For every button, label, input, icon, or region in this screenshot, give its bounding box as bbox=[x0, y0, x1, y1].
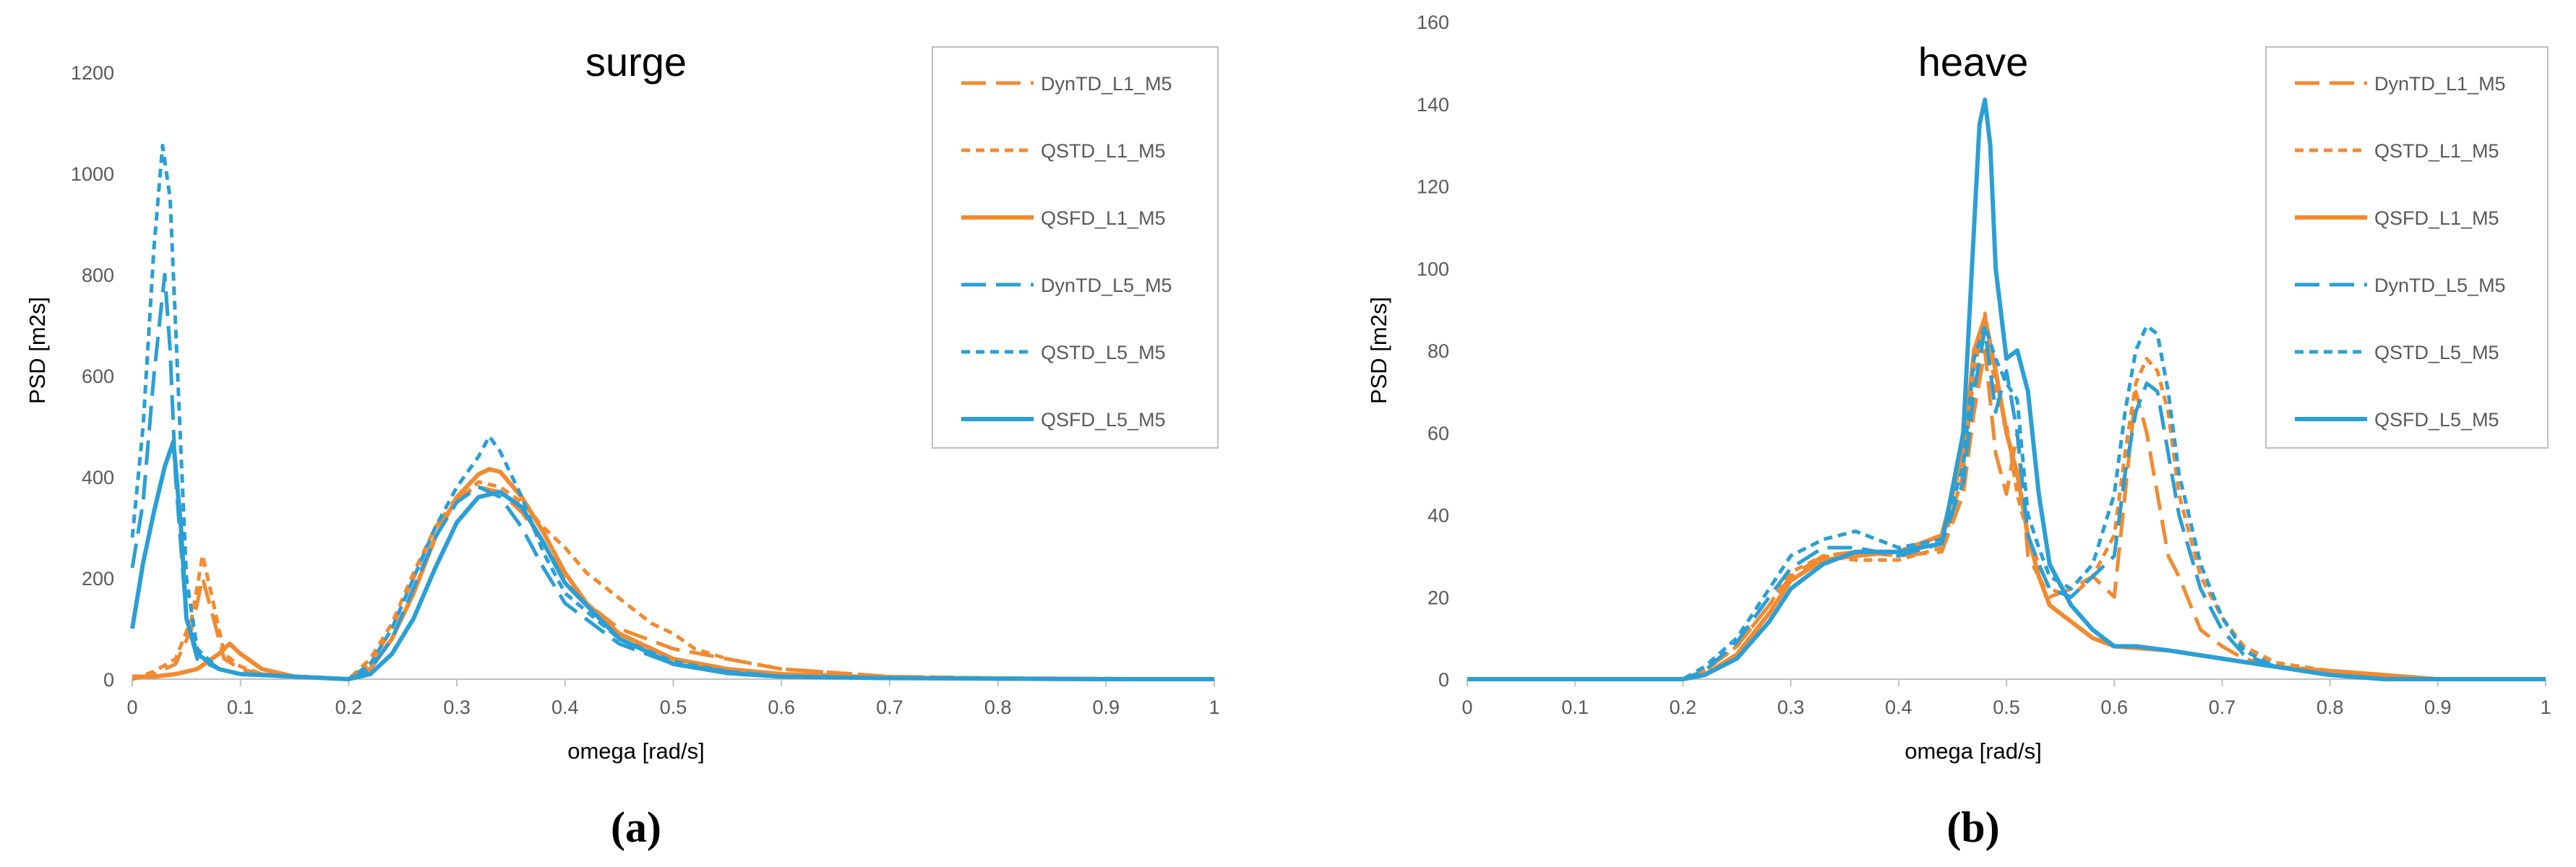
x-axis-label: omega [rad/s] bbox=[1905, 738, 2042, 764]
x-tick-label: 1 bbox=[1208, 696, 1219, 718]
legend-label: DynTD_L1_M5 bbox=[2374, 73, 2506, 95]
legend-box bbox=[932, 46, 1219, 449]
legend-label: QSFD_L5_M5 bbox=[2374, 409, 2499, 431]
y-tick-label: 0 bbox=[103, 669, 114, 691]
legend-label: QSTD_L1_M5 bbox=[1041, 140, 1166, 162]
x-tick-label: 0.4 bbox=[1885, 696, 1912, 718]
x-axis-label: omega [rad/s] bbox=[567, 738, 705, 764]
legend-label: QSFD_L1_M5 bbox=[2374, 207, 2499, 229]
y-tick-label: 140 bbox=[1417, 94, 1449, 116]
x-tick-label: 0.6 bbox=[768, 696, 795, 718]
series-line-DynTD_L5_M5 bbox=[1467, 328, 2546, 681]
series-line-QSFD_L1_M5 bbox=[132, 467, 1214, 681]
y-tick-label: 0 bbox=[1438, 669, 1449, 691]
y-tick-label: 60 bbox=[1427, 423, 1449, 444]
series-line-QSFD_L5_M5 bbox=[1467, 98, 2546, 681]
y-tick-label: 800 bbox=[82, 264, 114, 286]
series-line-DynTD_L5_M5 bbox=[130, 272, 1214, 681]
x-tick-label: 0 bbox=[1461, 696, 1472, 718]
legend-label: QSFD_L1_M5 bbox=[1041, 207, 1166, 229]
x-tick-label: 0.2 bbox=[1670, 696, 1697, 718]
x-tick-label: 0.3 bbox=[443, 696, 471, 718]
x-tick-label: 0.4 bbox=[551, 696, 579, 718]
y-tick-label: 400 bbox=[82, 467, 114, 488]
x-tick-label: 0.1 bbox=[227, 696, 254, 718]
y-tick-label: 80 bbox=[1427, 340, 1449, 362]
y-tick-label: 1000 bbox=[71, 163, 114, 185]
legend-label: DynTD_L1_M5 bbox=[1041, 73, 1172, 95]
y-tick-label: 600 bbox=[82, 366, 114, 387]
series-line-QSTD_L5_M5 bbox=[130, 144, 1214, 681]
legend-label: QSFD_L5_M5 bbox=[1041, 409, 1166, 431]
x-tick-label: 0.5 bbox=[1993, 696, 2020, 718]
chart-surge: 0 0.1 0.2 0.3 0.4 0.5 0.6 0.7 0.8 0.9 1 0 200 400 600 8… bbox=[25, 39, 1220, 851]
y-axis-label: PSD [m2s] bbox=[25, 297, 50, 404]
legend-label: QSTD_L1_M5 bbox=[2374, 140, 2499, 162]
series-line-QSTD_L5_M5 bbox=[1467, 324, 2546, 681]
series-line-DynTD_L1_M5 bbox=[132, 485, 1215, 681]
legend-label: QSTD_L5_M5 bbox=[2374, 342, 2499, 363]
x-tick-label: 0.7 bbox=[2209, 696, 2236, 718]
y-axis-label: PSD [m2s] bbox=[1366, 297, 1391, 404]
panel-label: (a) bbox=[611, 803, 661, 851]
x-tick-label: 1 bbox=[2540, 696, 2551, 718]
legend-label: DynTD_L5_M5 bbox=[1041, 275, 1172, 296]
x-tick-label: 0.8 bbox=[2317, 696, 2344, 718]
y-tick-label: 160 bbox=[1417, 12, 1449, 33]
x-tick-label: 0.2 bbox=[335, 696, 363, 718]
x-tick-label: 0.7 bbox=[876, 696, 903, 718]
y-tick-label: 40 bbox=[1427, 505, 1449, 527]
y-tick-label: 1200 bbox=[71, 62, 114, 84]
x-tick-label: 0 bbox=[126, 696, 137, 718]
chart-title: surge bbox=[585, 39, 687, 85]
y-tick-label: 200 bbox=[82, 568, 114, 590]
chart-title: heave bbox=[1918, 39, 2029, 85]
x-tick-label: 0.9 bbox=[2424, 696, 2452, 718]
x-tick-label: 0.3 bbox=[1777, 696, 1805, 718]
series-line-QSTD_L1_M5 bbox=[132, 480, 1215, 681]
panel-label: (b) bbox=[1946, 803, 1999, 851]
x-tick-label: 0.5 bbox=[660, 696, 687, 718]
legend-label: QSTD_L5_M5 bbox=[1041, 342, 1166, 363]
x-tick-label: 0.8 bbox=[984, 696, 1012, 718]
x-tick-label: 0.6 bbox=[2100, 696, 2128, 718]
x-tick-label: 0.1 bbox=[1561, 696, 1589, 718]
y-tick-label: 100 bbox=[1417, 258, 1449, 280]
chart-heave: 0 0.1 0.2 0.3 0.4 0.5 0.6 0.7 0.8 0.9 1 0 20 40 60 80 10… bbox=[1366, 12, 2551, 851]
y-tick-label: 120 bbox=[1417, 176, 1449, 198]
x-tick-label: 0.9 bbox=[1093, 696, 1120, 718]
y-tick-label: 20 bbox=[1427, 587, 1449, 608]
legend-label: DynTD_L5_M5 bbox=[2374, 275, 2506, 296]
series-line-QSFD_L5_M5 bbox=[130, 439, 1214, 681]
legend-box bbox=[2265, 46, 2549, 449]
